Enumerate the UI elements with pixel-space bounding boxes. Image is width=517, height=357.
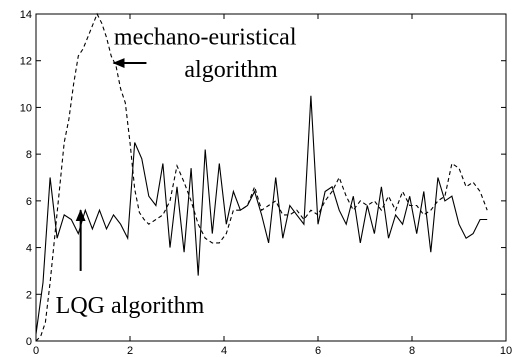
annotation-label: algorithm	[184, 57, 278, 83]
annotation-arrows	[75, 58, 147, 271]
plot-frame	[35, 13, 507, 342]
y-axis-ticks: 0 2 4 6 8 10 12 14	[20, 9, 506, 348]
y-tick-label: 6	[26, 196, 32, 208]
y-tick-label: 4	[26, 243, 32, 255]
annotations: mechano-euristical algorithm LQG algorithm	[56, 24, 297, 319]
x-tick-label: 10	[500, 345, 512, 357]
x-tick-label: 2	[127, 345, 133, 357]
y-tick-label: 14	[20, 9, 32, 21]
x-tick-label: 8	[409, 345, 415, 357]
annotation-label: LQG algorithm	[56, 293, 205, 319]
x-tick-label: 0	[33, 345, 39, 357]
series-line-solid	[35, 95, 488, 335]
x-tick-label: 6	[315, 345, 321, 357]
y-tick-label: 0	[26, 336, 32, 348]
y-tick-label: 12	[20, 56, 32, 68]
annotation-label: mechano-euristical	[114, 24, 297, 50]
y-tick-label: 10	[20, 102, 32, 114]
x-tick-label: 4	[221, 345, 227, 357]
x-axis-ticks: 0 2 4 6 8 10	[33, 14, 512, 357]
series-line-dashed	[35, 12, 488, 342]
y-tick-label: 8	[26, 149, 32, 161]
series-group	[35, 12, 488, 342]
y-tick-label: 2	[26, 289, 32, 301]
